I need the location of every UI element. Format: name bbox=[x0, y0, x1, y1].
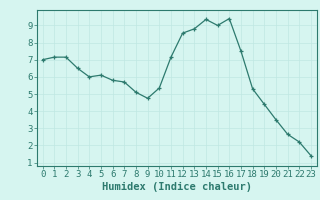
X-axis label: Humidex (Indice chaleur): Humidex (Indice chaleur) bbox=[102, 182, 252, 192]
